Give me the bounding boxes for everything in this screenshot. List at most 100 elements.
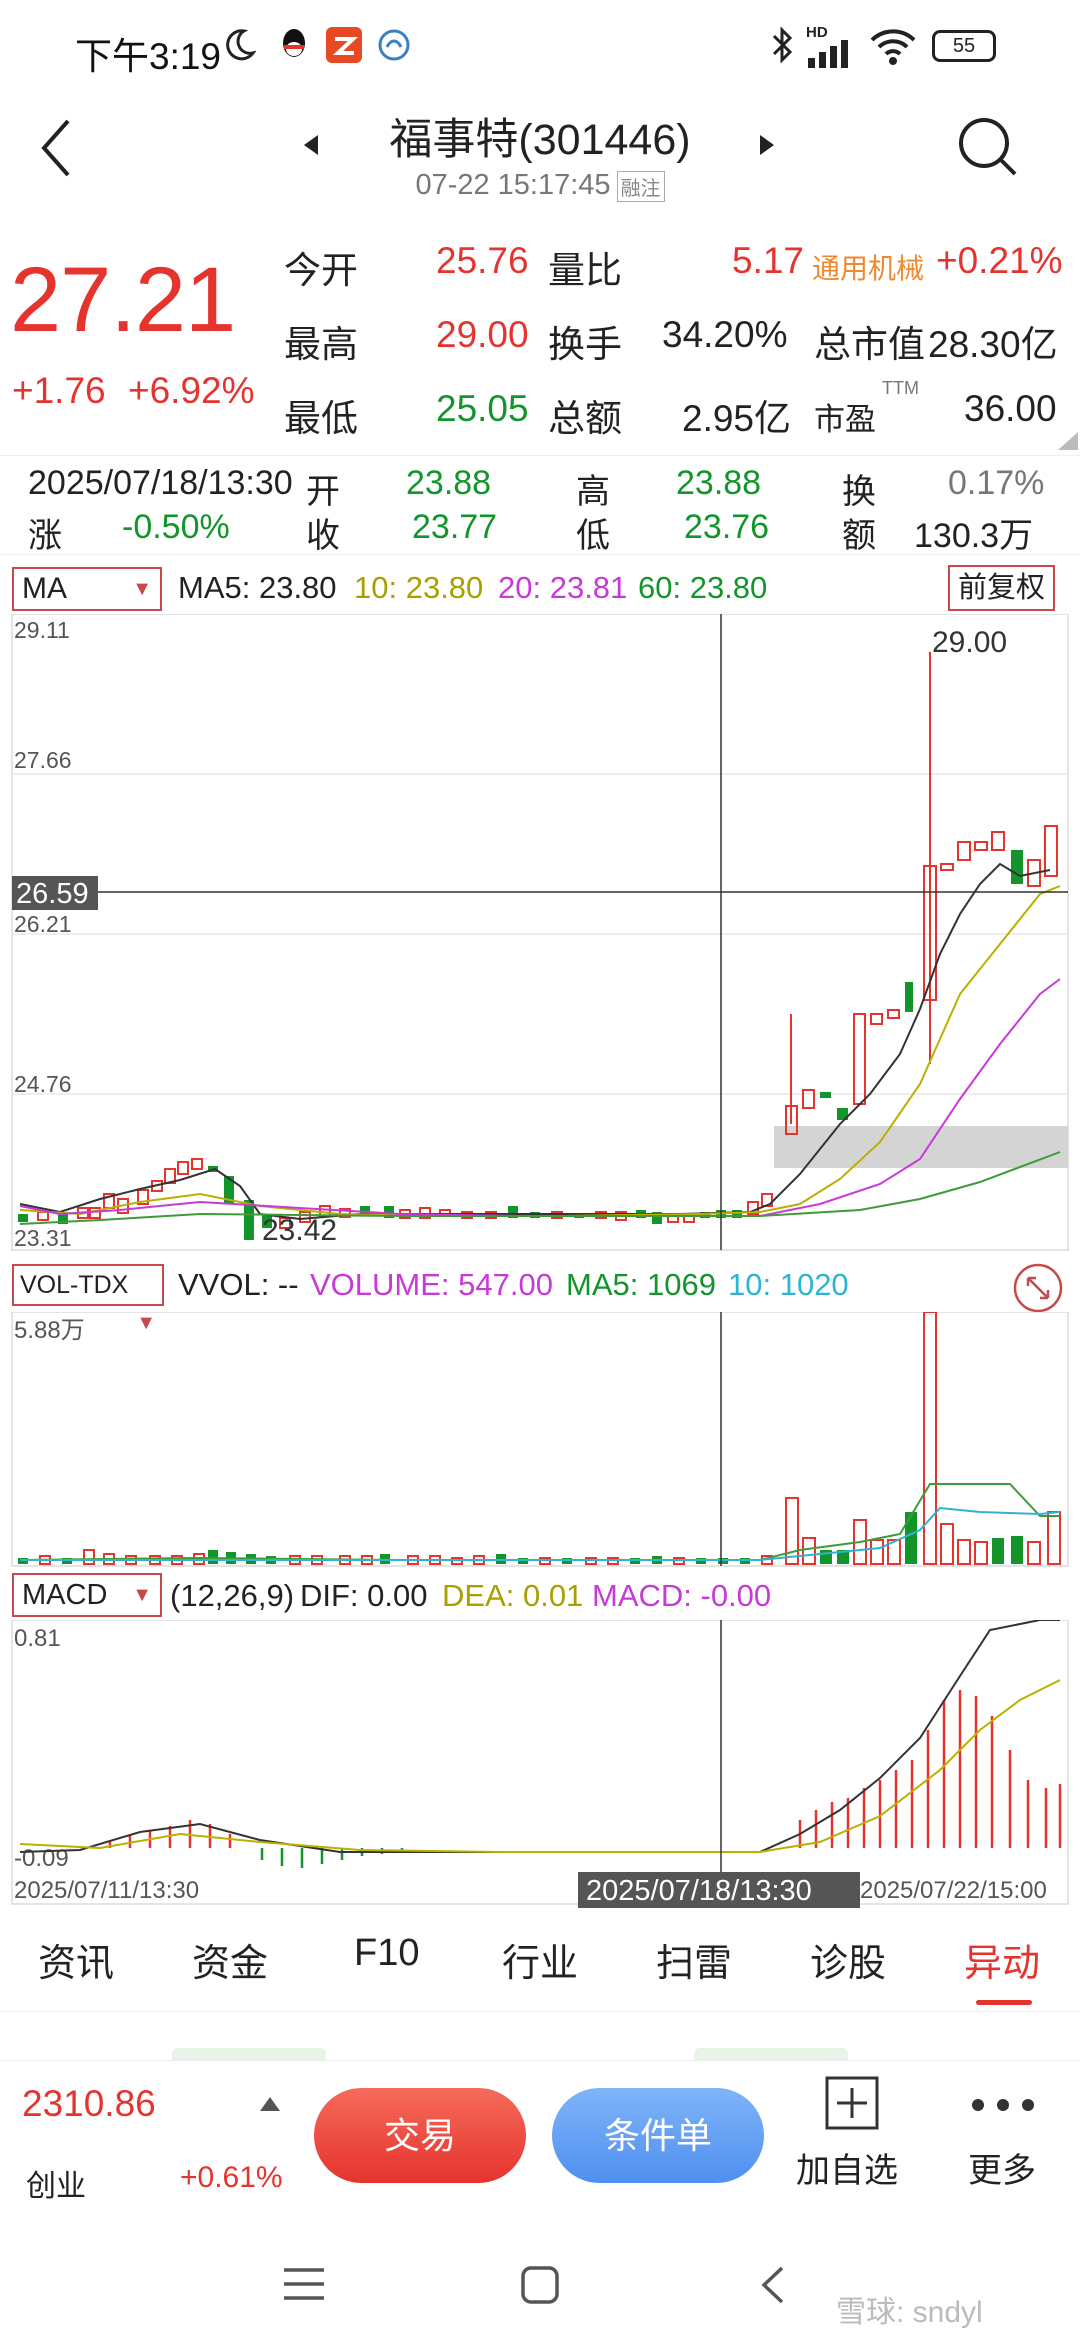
x-cursor-box: [578, 1872, 860, 1908]
network-type: HD: [806, 24, 828, 41]
candle: [224, 1176, 234, 1204]
condition-order-button[interactable]: 条件单: [552, 2088, 764, 2183]
volume-bar: [802, 1537, 816, 1565]
vol-ratio-label: 量比: [548, 250, 622, 291]
candle: [652, 1212, 662, 1224]
trade-button[interactable]: 交易: [314, 2088, 526, 2183]
candle: [384, 1206, 394, 1218]
dropdown-arrow-icon: ▼: [136, 1312, 156, 1334]
nav-back-icon[interactable]: [760, 2265, 786, 2305]
add-watchlist-label[interactable]: 加自选: [796, 2152, 898, 2190]
price-change: +1.76: [12, 370, 106, 411]
tab-risk[interactable]: 扫雷: [656, 1943, 733, 1985]
candle: [887, 1009, 900, 1019]
status-time: 下午3:19: [75, 36, 222, 77]
adjust-button[interactable]: 前复权: [948, 565, 1056, 611]
peek-card: [172, 2048, 326, 2060]
candle: [837, 1108, 848, 1120]
next-stock-icon[interactable]: [758, 133, 776, 157]
margin-tag: 融注: [616, 170, 665, 202]
industry-link[interactable]: 通用机械: [812, 253, 925, 284]
tab-f10[interactable]: F10: [354, 1932, 420, 1974]
tab-funds[interactable]: 资金: [192, 1943, 269, 1985]
volume-bar: [974, 1541, 988, 1565]
battery-icon: 55: [932, 30, 996, 62]
candle: [905, 982, 913, 1012]
info-high: 23.88: [676, 464, 762, 502]
vvol-value: VVOL: --: [178, 1267, 299, 1302]
volume-bar: [208, 1550, 218, 1564]
industry-pct: +0.21%: [936, 240, 1063, 281]
candle: [940, 863, 954, 871]
vol-ma10-line: [20, 1506, 1061, 1561]
battery-level: 55: [952, 35, 976, 57]
macd-dif: DIF: 0.00: [300, 1578, 428, 1613]
vol-ma10-value: 10: 1020: [728, 1267, 849, 1302]
candles: [18, 652, 1058, 1240]
mktcap-label: 总市值: [814, 324, 925, 365]
candle-info-bar: 2025/07/18/13:30 涨 -0.50% 开 23.88 收 23.7…: [0, 455, 1080, 555]
info-amount-label: 额: [842, 517, 876, 555]
candle: [785, 1105, 798, 1135]
watermark: 雪球: sndyl: [836, 2296, 983, 2329]
candle: [802, 1089, 815, 1109]
qq-icon: [283, 29, 305, 57]
ma-selector[interactable]: MA ▼: [12, 567, 162, 611]
back-icon[interactable]: [38, 117, 74, 179]
add-watchlist-icon[interactable]: [824, 2075, 880, 2131]
candle: [991, 831, 1005, 851]
info-open: 23.88: [406, 464, 492, 502]
volume-frame: [11, 1312, 1069, 1567]
index-pct: +0.61%: [180, 2161, 283, 2194]
tab-diagnosis[interactable]: 诊股: [810, 1943, 887, 1985]
info-high-label: 高: [576, 473, 610, 511]
candle: [870, 1013, 883, 1025]
volume-chart: 5.88万: [11, 1312, 1069, 1567]
volume-bar: [1047, 1511, 1061, 1565]
more-label[interactable]: 更多: [968, 2152, 1036, 2190]
bottom-toolbar: 2310.86 创业 +0.61% 交易 条件单 加自选 更多: [0, 2060, 1080, 2215]
y-label-4: 24.76: [14, 1071, 72, 1097]
collapse-up-icon[interactable]: [258, 2095, 282, 2113]
candle: [262, 1214, 272, 1228]
kline-frame: [11, 614, 1069, 1251]
volume-bar: [887, 1539, 901, 1565]
volume-bar: [837, 1550, 849, 1564]
candle: [244, 1200, 254, 1240]
ma5-value: MA5: 23.80: [178, 570, 337, 605]
vol-selector[interactable]: VOL-TDX ▼: [12, 1264, 164, 1334]
volume-bar: [992, 1538, 1004, 1564]
tab-movement[interactable]: 异动: [964, 1943, 1041, 1985]
macd-y-bottom: -0.09: [14, 1845, 69, 1872]
volume-bar: [940, 1523, 954, 1565]
home-icon[interactable]: [520, 2265, 560, 2305]
candle: [732, 1210, 742, 1218]
tab-news[interactable]: 资讯: [38, 1943, 115, 1985]
app-red-icon: [326, 27, 362, 63]
signal-icon: [808, 40, 848, 68]
menu-icon[interactable]: [282, 2267, 326, 2301]
search-icon[interactable]: [956, 115, 1020, 179]
vol-selector-label: VOL-TDX: [20, 1271, 129, 1299]
volume-bar: [1027, 1541, 1041, 1565]
kline-chart[interactable]: 26.59 29.11 27.66 26.21 24.76 23.31 29.0…: [0, 614, 1080, 1254]
ma60-line: [19, 1151, 1061, 1225]
prev-stock-icon[interactable]: [302, 133, 320, 157]
index-value[interactable]: 2310.86: [22, 2083, 156, 2124]
fullscreen-icon[interactable]: [1012, 1262, 1064, 1314]
turnover-value: 34.20%: [662, 314, 788, 355]
vol-ma5-value: MA5: 1069: [566, 1267, 716, 1302]
candle: [191, 1158, 203, 1170]
candle: [177, 1161, 189, 1175]
tab-industry[interactable]: 行业: [502, 1943, 579, 1985]
more-icon[interactable]: [968, 2095, 1038, 2115]
cursor-price-box: [12, 876, 98, 910]
expand-corner-icon[interactable]: [1058, 432, 1078, 450]
volume-value: VOLUME: 547.00: [310, 1267, 553, 1302]
macd-selector[interactable]: MACD ▼: [12, 1573, 162, 1617]
pe-ttm: TTM: [882, 378, 919, 398]
candle: [853, 1013, 866, 1105]
candle: [974, 841, 988, 851]
open-label: 今开: [284, 250, 358, 291]
x-label-cursor: 2025/07/18/13:30: [586, 1875, 812, 1907]
